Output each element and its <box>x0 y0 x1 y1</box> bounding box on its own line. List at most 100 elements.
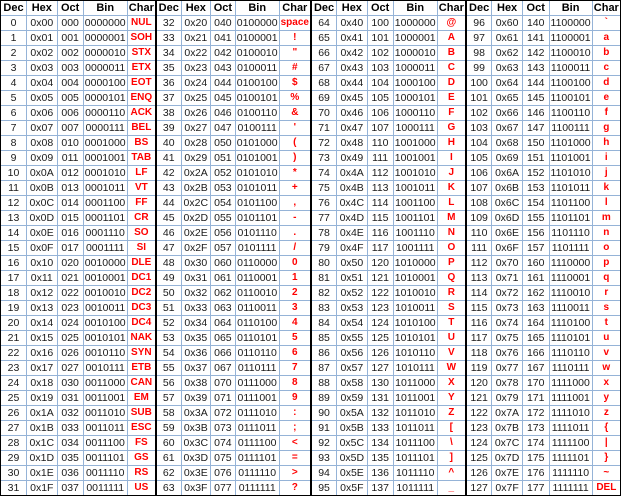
cell-bin: 1010101 <box>393 330 438 346</box>
table-row: 118 0x76 166 1110110 v <box>466 345 620 361</box>
table-row: 46 0x2E 056 0101110. <box>156 225 310 241</box>
cell-bin: 1000111 <box>393 120 438 136</box>
cell-oct: 036 <box>57 465 84 481</box>
table-row: 109 0x6D 155 1101101 m <box>466 210 620 226</box>
table-row: 37 0x25 045 0100101% <box>156 90 310 106</box>
cell-bin: 1100111 <box>549 120 593 136</box>
cell-dec: 10 <box>1 165 28 181</box>
cell-dec: 4 <box>1 75 28 91</box>
table-row: 40 0x28 050 0101000( <box>156 135 310 151</box>
cell-dec: 5 <box>1 90 28 106</box>
cell-bin: 0011010 <box>83 405 128 421</box>
ascii-table-group-64-95: Dec Hex Oct Bin Char 64 0x40 100 1000000 @65 0x41 1… <box>310 1 465 495</box>
table-row: 44 0x2C 054 0101100, <box>156 195 310 211</box>
cell-bin: 1100010 <box>549 45 593 61</box>
cell-bin: 1011010 <box>393 405 438 421</box>
cell-bin: 0000010 <box>83 45 128 61</box>
cell-hex: 0x5A <box>336 405 368 421</box>
cell-char: C <box>437 60 465 76</box>
cell-oct: 160 <box>522 255 550 271</box>
cell-dec: 27 <box>1 420 28 436</box>
table-row: 25 0x19 031 0011001 EM <box>1 390 155 406</box>
table-row: 43 0x2B 053 0101011 + <box>156 180 310 196</box>
table-row: 56 0x38 070 0111000 8 <box>156 375 310 391</box>
cell-oct: 075 <box>210 450 236 466</box>
cell-bin: 1101000 <box>549 135 593 151</box>
cell-oct: 037 <box>57 480 84 495</box>
cell-oct: 100 <box>367 15 394 31</box>
cell-hex: 0x1A <box>26 405 58 421</box>
cell-oct: 052 <box>210 165 236 181</box>
cell-bin: 1111100 <box>549 435 593 451</box>
cell-hex: 0x66 <box>491 105 523 121</box>
cell-bin: 0001010 <box>83 165 128 181</box>
cell-oct: 055 <box>210 210 236 226</box>
cell-dec: 114 <box>466 285 493 301</box>
cell-oct: 135 <box>367 450 394 466</box>
column-header-char: Char <box>127 1 155 16</box>
cell-oct: 046 <box>210 105 236 121</box>
cell-char: EOT <box>127 75 155 91</box>
table-row: 35 0x23 043 0100011 # <box>156 60 310 76</box>
cell-hex: 0x4F <box>336 240 368 256</box>
cell-bin: 1111000 <box>549 375 593 391</box>
table-row: 122 0x7A 172 1111010 z <box>466 405 620 421</box>
cell-oct: 050 <box>210 135 236 151</box>
cell-dec: 68 <box>311 75 338 91</box>
cell-bin: 1110101 <box>549 330 593 346</box>
cell-bin: 1011111 <box>393 480 438 495</box>
cell-char: STX <box>127 45 155 61</box>
table-row: 53 0x35 065 0110101 5 <box>156 330 310 346</box>
cell-char: F <box>437 105 465 121</box>
cell-dec: 61 <box>156 450 182 466</box>
cell-bin: 1001110 <box>393 225 438 241</box>
cell-bin: 0010010 <box>83 285 128 301</box>
cell-char: DLE <box>127 255 155 271</box>
cell-bin: 0111100 <box>235 435 280 451</box>
cell-hex: 0x57 <box>336 360 368 376</box>
cell-oct: 004 <box>57 75 84 91</box>
cell-oct: 002 <box>57 45 84 61</box>
cell-bin: 0111010 <box>235 405 280 421</box>
cell-dec: 59 <box>156 420 182 436</box>
cell-bin: 0010111 <box>83 360 128 376</box>
table-row: 79 0x4F 117 1001111 O <box>311 240 465 256</box>
cell-char: NAK <box>127 330 155 346</box>
cell-bin: 1110110 <box>549 345 593 361</box>
cell-dec: 14 <box>1 225 28 241</box>
cell-oct: 104 <box>367 75 394 91</box>
cell-char: A <box>437 30 465 46</box>
cell-oct: 163 <box>522 300 550 316</box>
cell-dec: 84 <box>311 315 338 331</box>
cell-bin: 1011100 <box>393 435 438 451</box>
table-row: 2 0x02 002 0000010 STX <box>1 45 155 61</box>
cell-hex: 0x4C <box>336 195 368 211</box>
cell-bin: 1010001 <box>393 270 438 286</box>
table-row: 103 0x67 147 1100111 g <box>466 120 620 136</box>
cell-dec: 87 <box>311 360 338 376</box>
cell-bin: 1111110 <box>549 465 593 481</box>
cell-dec: 116 <box>466 315 493 331</box>
table-row: 74 0x4A 112 1001010 J <box>311 165 465 181</box>
table-row: 22 0x16 026 0010110 SYN <box>1 345 155 361</box>
table-row: 70 0x46 106 1000110 F <box>311 105 465 121</box>
cell-hex: 0x00 <box>26 15 58 31</box>
table-row: 113 0x71 161 1110001 q <box>466 270 620 286</box>
cell-dec: 33 <box>156 30 182 46</box>
cell-dec: 118 <box>466 345 493 361</box>
cell-dec: 41 <box>156 150 182 166</box>
cell-hex: 0x10 <box>26 255 58 271</box>
table-row: 107 0x6B 153 1101011 k <box>466 180 620 196</box>
cell-dec: 66 <box>311 45 338 61</box>
table-row: 49 0x31 061 0110001 1 <box>156 270 310 286</box>
cell-dec: 53 <box>156 330 182 346</box>
cell-dec: 93 <box>311 450 338 466</box>
cell-dec: 83 <box>311 300 338 316</box>
cell-hex: 0x12 <box>26 285 58 301</box>
cell-oct: 025 <box>57 330 84 346</box>
cell-char: EM <box>127 390 155 406</box>
cell-char: H <box>437 135 465 151</box>
table-row: 10 0x0A 012 0001010 LF <box>1 165 155 181</box>
cell-bin: 0101111 <box>235 240 280 256</box>
cell-oct: 152 <box>522 165 550 181</box>
